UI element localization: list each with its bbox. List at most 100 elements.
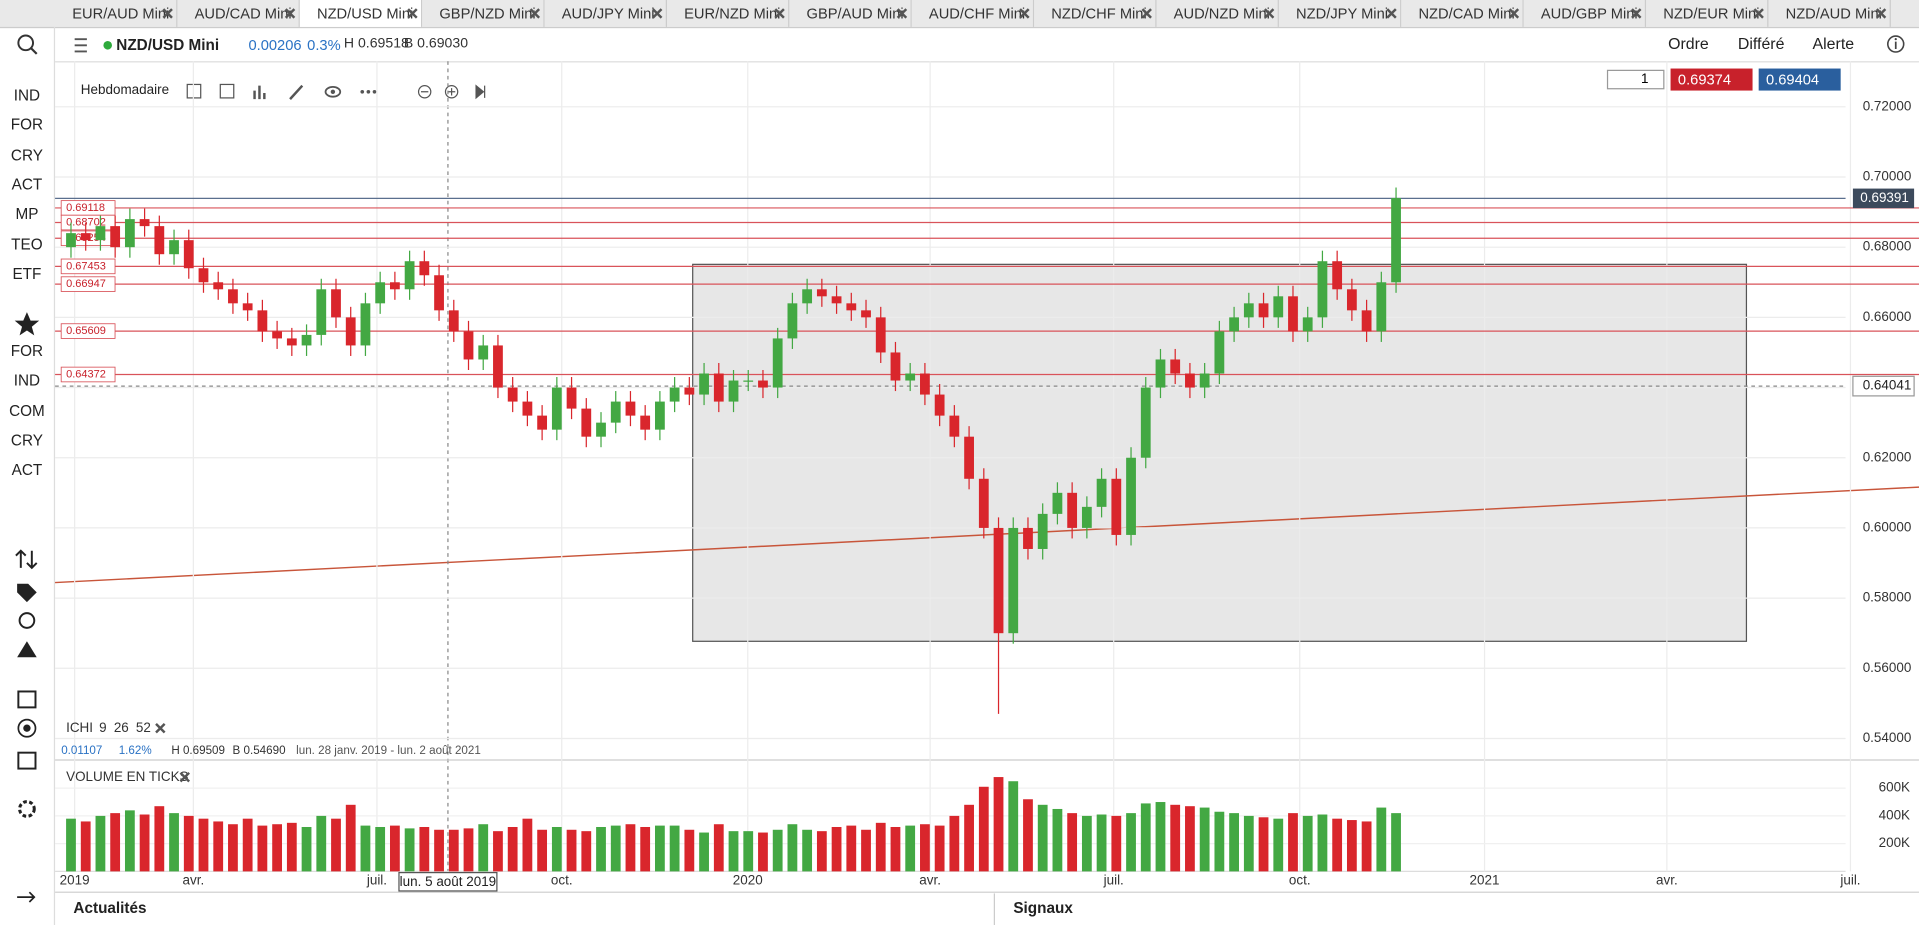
close-icon[interactable] — [897, 9, 907, 19]
tab[interactable]: NZD/EUR Mini — [1646, 0, 1769, 27]
close-icon[interactable] — [1754, 9, 1764, 19]
level-label: 0.68254 — [66, 232, 106, 244]
sidebar-item[interactable]: IND — [13, 86, 41, 105]
volume-bar — [846, 825, 857, 872]
sidebar-item[interactable]: IND — [13, 372, 41, 390]
tab[interactable]: NZD/USD Mini — [299, 0, 423, 27]
tab[interactable]: NZD/CAD Mini — [1401, 0, 1524, 27]
action-button[interactable]: Ordre — [1668, 34, 1709, 53]
tab[interactable]: AUD/JPY Mini — [544, 0, 667, 27]
indicator-range: lun. 28 janv. 2019 - lun. 2 août 2021 — [296, 744, 481, 758]
action-button[interactable]: Différé — [1737, 34, 1785, 53]
candle-body — [551, 387, 562, 430]
toolbar-icons — [186, 83, 486, 100]
candle-body — [272, 331, 282, 339]
y-tick-label: 0.56000 — [1863, 660, 1912, 675]
indicator-param: 26 — [113, 720, 129, 736]
instrument[interactable]: NZD/USD Mini — [116, 36, 220, 54]
level-label: 0.68702 — [66, 216, 106, 228]
tab[interactable]: AUD/CAD Mini — [177, 0, 300, 27]
close-icon[interactable] — [1509, 9, 1519, 19]
volume-bar — [124, 810, 135, 872]
footer-news[interactable]: Actualités — [73, 899, 147, 917]
sidebar-item[interactable]: FOR — [10, 116, 44, 134]
tab[interactable]: AUD/CHF Mini — [911, 0, 1035, 27]
action-button[interactable]: Alerte — [1812, 34, 1855, 53]
volume-bar — [478, 824, 489, 872]
tab[interactable]: NZD/AUD Mini — [1768, 0, 1891, 27]
volume-bar — [95, 815, 106, 872]
close-icon[interactable] — [155, 723, 165, 733]
sidebar-item[interactable]: ACT — [11, 461, 43, 479]
candle-body — [1023, 527, 1033, 549]
volume-bar — [964, 804, 974, 872]
candle-body — [699, 373, 709, 395]
sidebar-item[interactable]: COM — [9, 402, 45, 420]
tab[interactable]: NZD/CHF Mini — [1034, 0, 1157, 27]
close-icon[interactable] — [180, 772, 190, 782]
close-icon[interactable] — [1142, 9, 1152, 19]
volume-bar — [772, 829, 783, 872]
close-icon[interactable] — [1019, 9, 1029, 19]
close-icon[interactable] — [652, 9, 662, 19]
close-icon[interactable] — [1876, 9, 1886, 19]
sidebar-item[interactable]: ACT — [11, 176, 43, 194]
volume-bar — [551, 826, 562, 872]
tab[interactable]: NZD/JPY Mini — [1278, 0, 1402, 27]
crosshair-price-label: 0.64041 — [1863, 378, 1912, 393]
y-tick-label: 0.54000 — [1863, 730, 1912, 745]
close-icon[interactable] — [408, 9, 418, 19]
y-tick-label: 600K — [1879, 780, 1910, 795]
header: NZD/USD Mini 0.00206 0.3% H 0.69518 B 0.… — [55, 28, 1919, 63]
volume-bar — [154, 806, 165, 872]
close-icon[interactable] — [1387, 9, 1397, 19]
volume-bar — [213, 821, 224, 872]
period[interactable]: Hebdomadaire — [80, 83, 170, 98]
volume-bar — [1229, 813, 1239, 872]
close-icon[interactable] — [1264, 9, 1274, 19]
tab[interactable]: GBP/AUD Mini — [789, 0, 912, 27]
close-icon[interactable] — [775, 9, 785, 19]
sidebar-item[interactable]: ETF — [12, 265, 42, 283]
level-label: 0.65609 — [66, 325, 106, 337]
buy-button[interactable]: 0.69404 — [1758, 68, 1841, 91]
candle-body — [1008, 527, 1019, 634]
volume-bar — [1273, 818, 1284, 872]
volume-bar — [198, 818, 209, 872]
sidebar-item[interactable]: CRY — [10, 146, 43, 164]
tab[interactable]: EUR/NZD Mini — [666, 0, 790, 27]
level-box — [60, 200, 116, 216]
sidebar-item[interactable]: TEO — [11, 235, 43, 253]
close-icon[interactable] — [285, 9, 295, 19]
sidebar-item[interactable]: CRY — [10, 431, 43, 450]
sidebar-item[interactable]: MP — [15, 205, 39, 223]
candle-body — [1288, 296, 1298, 332]
tab[interactable]: AUD/NZD Mini — [1156, 0, 1279, 27]
sell-button[interactable]: 0.69374 — [1670, 68, 1753, 91]
level-box — [60, 258, 116, 275]
candle-body — [978, 478, 989, 528]
volume-bar — [301, 826, 312, 872]
volume-bar — [1317, 814, 1328, 872]
tab[interactable]: EUR/AUD Mini — [55, 0, 178, 27]
tab[interactable]: GBP/NZD Mini — [422, 0, 545, 27]
tab[interactable]: AUD/GBP Mini — [1523, 0, 1647, 27]
volume-bar — [1067, 813, 1078, 872]
info-icon[interactable] — [1884, 32, 1908, 56]
candle-body — [875, 317, 886, 353]
candle-body — [1243, 303, 1254, 318]
close-icon[interactable] — [1631, 9, 1641, 19]
candle-body — [655, 401, 665, 430]
footer-signals[interactable]: Signaux — [1013, 899, 1073, 917]
close-icon[interactable] — [163, 9, 173, 19]
candle-body — [1346, 289, 1357, 311]
y-tick-label: 400K — [1879, 807, 1910, 822]
quantity[interactable]: 1 — [1606, 69, 1665, 90]
volume-bar — [743, 831, 754, 872]
close-icon[interactable] — [530, 9, 540, 19]
sidebar-icons — [14, 34, 40, 903]
last-price-label: 0.69391 — [1860, 190, 1909, 205]
sidebar-item[interactable]: FOR — [10, 342, 44, 360]
volume-bar — [169, 813, 179, 872]
